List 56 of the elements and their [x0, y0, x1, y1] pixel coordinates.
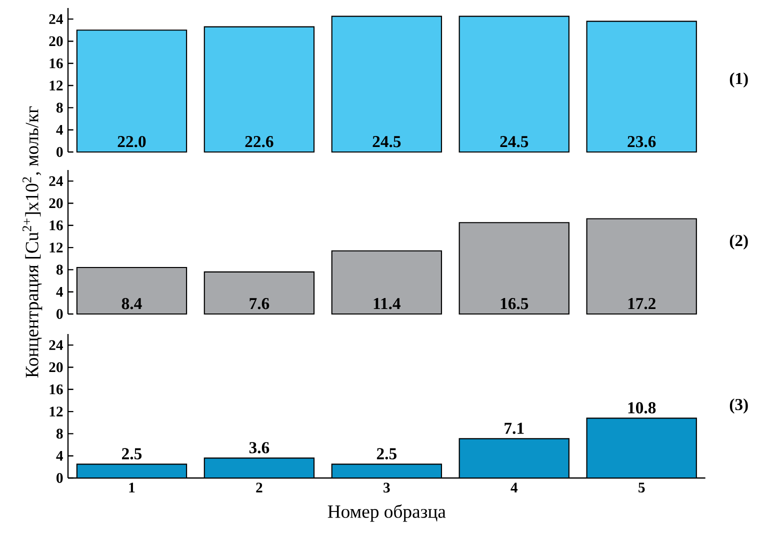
- bar: [458, 16, 570, 153]
- y-tick-label: 0: [56, 147, 63, 157]
- y-tick-label: 16: [50, 220, 63, 230]
- y-tick-label: 12: [50, 242, 63, 252]
- data-label: 16.5: [500, 298, 528, 310]
- data-label: 7.6: [250, 298, 270, 310]
- y-tick-label: 4: [56, 287, 64, 297]
- bar: [204, 271, 315, 315]
- data-label: 8.4: [122, 298, 142, 310]
- y-tick-label: 8: [56, 428, 63, 439]
- y-tick-label: 8: [56, 264, 63, 275]
- x-tick-label: 5: [638, 482, 645, 492]
- data-label: 24.5: [372, 136, 401, 148]
- data-label: 2.5: [122, 448, 142, 460]
- bar: [586, 20, 697, 153]
- y-tick-label: 0: [56, 309, 63, 319]
- x-tick-label: 3: [384, 482, 390, 493]
- data-label: 23.6: [628, 136, 656, 148]
- x-tick-label: 2: [256, 482, 262, 492]
- y-tick-label: 12: [50, 406, 63, 416]
- bar: [204, 26, 315, 153]
- data-label: 7.1: [504, 422, 524, 434]
- y-tick-label: 4: [56, 125, 64, 135]
- y-tick-label: 12: [50, 80, 63, 90]
- bar: [76, 30, 188, 153]
- bar: [458, 222, 570, 315]
- y-tick-label: 8: [56, 102, 63, 113]
- data-label: 10.8: [628, 402, 656, 414]
- data-label: 2.5: [376, 448, 396, 460]
- text: (3): [730, 398, 748, 414]
- data-label: 11.4: [374, 298, 400, 310]
- y-tick-label: 24: [49, 340, 64, 350]
- data-label: 17.2: [628, 298, 656, 310]
- y-tick-label: 16: [50, 58, 63, 68]
- data-label: 22.6: [245, 136, 274, 148]
- bar: [331, 16, 442, 153]
- bar: [76, 266, 188, 315]
- y-axis-title: Концентрация [Cu$^{2+}$]x10$^{2}$, моль/кг: [22, 106, 42, 378]
- text: (2): [730, 234, 748, 250]
- y-tick-label: 16: [50, 384, 63, 394]
- y-tick-label: 20: [49, 198, 63, 208]
- data-label: 3.6: [249, 442, 270, 454]
- x-axis-title: Номер образца: [328, 504, 446, 522]
- bar: [331, 250, 442, 315]
- y-tick-label: 20: [49, 36, 63, 46]
- y-tick-label: 0: [56, 473, 63, 483]
- y-tick-label: 24: [49, 14, 64, 24]
- bar: [586, 218, 697, 315]
- x-tick-label: 4: [510, 482, 518, 492]
- text: (1): [730, 72, 748, 88]
- y-tick-label: 20: [49, 362, 63, 372]
- data-label: 24.5: [500, 136, 528, 148]
- y-tick-label: 24: [49, 176, 64, 186]
- y-tick-label: 4: [56, 451, 64, 461]
- data-label: 22.0: [118, 136, 146, 148]
- x-tick-label: 1: [129, 482, 135, 492]
